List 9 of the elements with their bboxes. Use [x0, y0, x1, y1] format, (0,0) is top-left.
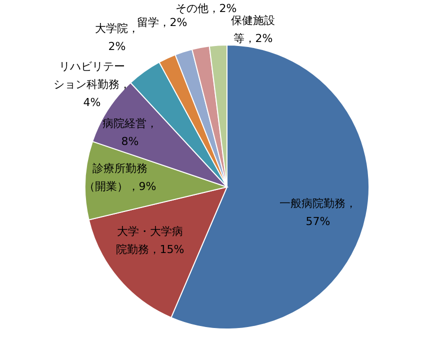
slice-label: 保健施設等，2%	[231, 14, 275, 45]
slice-label: リハビリテーション科勤務，4%	[54, 60, 130, 109]
slice-label: 診療所勤務（開業），9%	[84, 162, 156, 193]
slice-label: 病院経営，8%	[102, 117, 158, 148]
slice-label: 一般病院勤務，57%	[280, 197, 356, 228]
slice-label: その他，2%	[175, 2, 237, 15]
slice-label: 大学院，2%	[95, 22, 139, 53]
slice-label: 大学・大学病院勤務，15%	[116, 225, 184, 256]
slice-label: 留学，2%	[136, 16, 188, 29]
